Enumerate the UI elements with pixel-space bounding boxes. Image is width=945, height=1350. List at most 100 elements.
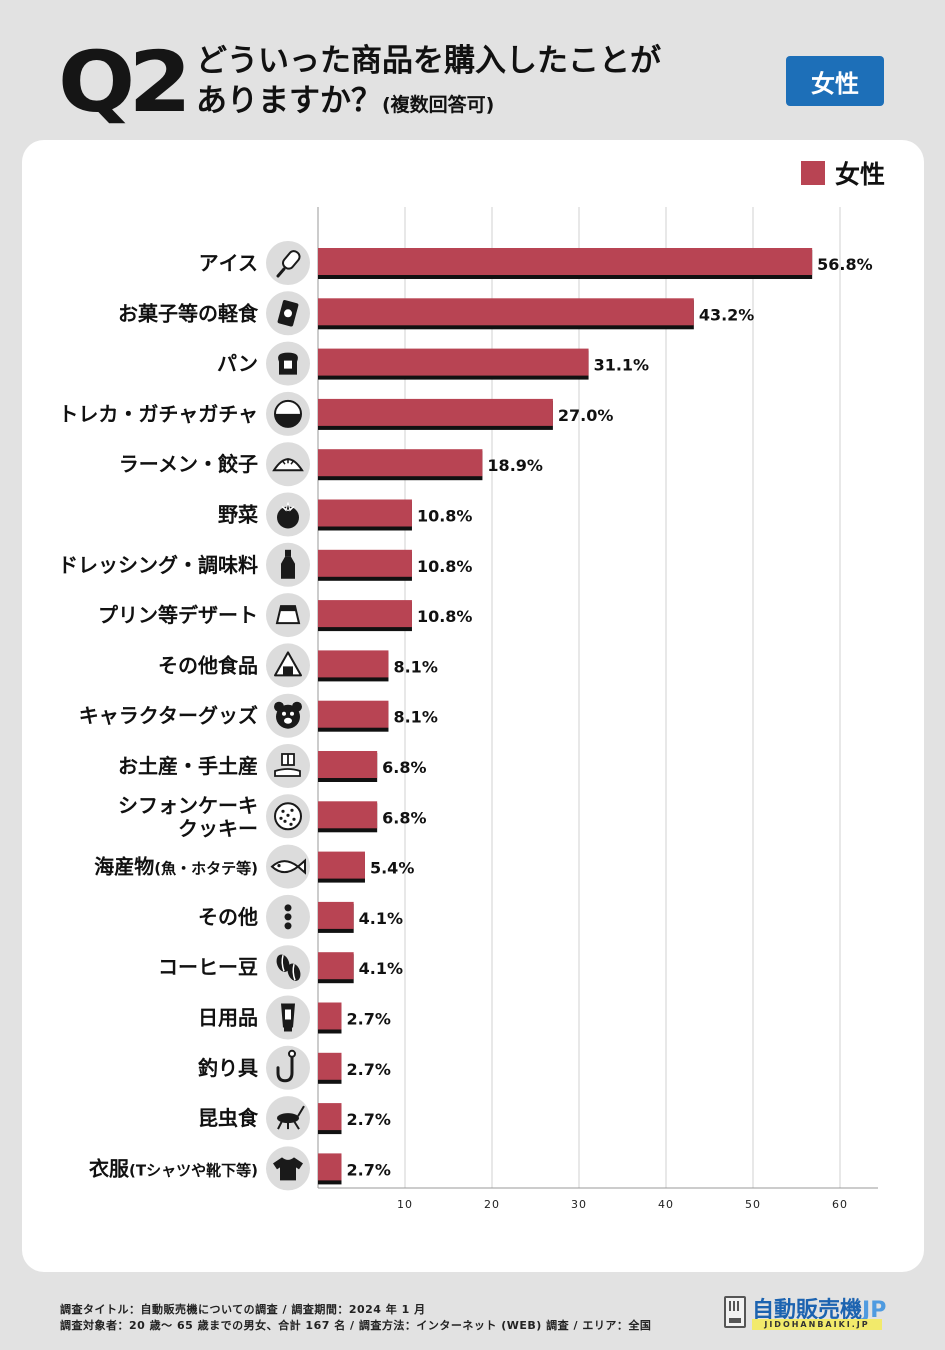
bar [318,851,365,879]
category-label-line2: クッキー [178,816,258,840]
question-text-line1: どういった商品を購入したことが [196,43,661,79]
bar-row: コーヒー豆 4.1% [158,945,403,990]
bar-row: ドレッシング・調味料 10.8% [58,542,473,587]
value-label: 10.8% [417,607,473,626]
bar [318,801,378,829]
category-label-note: (Tシャツや靴下等) [129,1161,258,1179]
x-tick-label: 40 [658,1198,674,1211]
bar-row: お土産・手土産 6.8% [118,744,427,788]
question-note: (複数回答可) [382,94,495,116]
bar [318,600,412,628]
value-label: 4.1% [359,959,403,978]
bar-row: 日用品 2.7% [198,995,391,1040]
rice-ball-icon [266,643,310,688]
brand-url: JIDOHANBAIKI.JP [752,1319,882,1330]
x-tick-label: 20 [484,1198,500,1211]
x-tick-label: 60 [832,1198,848,1211]
bar [318,549,412,577]
bar [318,1052,342,1080]
footer-line-1: 調査タイトル：自動販売機についての調査 / 調査期間：2024 年 1 月 [60,1303,426,1316]
value-label: 2.7% [346,1110,390,1129]
bar-row: お菓子等の軽食 43.2% [118,291,755,336]
question-text-line2: ありますか？(複数回答可) [196,83,495,120]
bear-icon [266,693,310,738]
category-label-note: (魚・ホタテ等) [154,860,258,878]
category-label-main: 海産物 [94,855,154,879]
chart-legend: 女性 [801,156,885,190]
brand-name-suffix: JP [862,1298,887,1323]
category-label: ドレッシング・調味料 [58,553,258,577]
value-label: 27.0% [558,406,614,425]
x-tick-label: 50 [745,1198,761,1211]
category-label: キャラクターグッズ [79,704,258,728]
x-tick-label: 10 [397,1198,413,1211]
bar-row: トレカ・ガチャガチャ 27.0% [58,391,614,436]
category-label: お土産・手土産 [118,754,258,778]
cookie-icon [266,794,310,839]
bar-row: キャラクターグッズ 8.1% [79,693,438,738]
bar [318,700,389,728]
brand-logo: 自動販売機JP JIDOHANBAIKI.JP [724,1294,894,1334]
value-label: 43.2% [699,305,755,324]
gift-hand-icon [266,744,310,788]
bar [318,952,354,980]
value-label: 18.9% [487,456,543,475]
bar-row: 昆虫食 2.7% [198,1096,391,1141]
bar [318,248,813,275]
value-label: 6.8% [382,808,426,827]
legend-label: 女性 [835,160,886,189]
value-label: 56.8% [817,255,873,274]
pudding-icon [266,593,310,638]
category-label-main: 衣服 [89,1156,130,1180]
bar-row: その他食品 8.1% [158,643,438,688]
category-label: 日用品 [198,1006,258,1030]
value-label: 5.4% [370,859,414,878]
bar-row: 野菜 10.8% [218,492,473,537]
brand-name: 自動販売機JP [752,1292,886,1324]
category-label: 野菜 [218,503,258,527]
value-label: 2.7% [346,1060,390,1079]
dumpling-icon [266,442,310,487]
bar-row: プリン等デザート 10.8% [98,593,473,638]
category-label: ラーメン・餃子 [119,452,258,476]
value-label: 31.1% [594,356,650,375]
category-label: お菓子等の軽食 [118,301,259,325]
footer-line-2: 調査対象者：20 歳～ 65 歳までの男女、合計 167 名 / 調査方法：イン… [60,1319,652,1332]
bar-row: アイス 56.8% [199,241,873,285]
value-label: 8.1% [393,708,437,727]
bar [318,751,378,778]
bar [318,449,483,477]
bar [318,650,389,678]
bar-row: パン 31.1% [217,341,650,386]
bread-icon [266,341,310,386]
bar-row: ラーメン・餃子 18.9% [119,442,543,487]
value-label: 8.1% [393,657,437,676]
bar [318,1103,342,1131]
fish-icon [266,844,310,889]
brand-name-main: 自動販売機 [752,1298,863,1323]
bar [318,499,412,527]
category-label: プリン等デザート [98,603,258,627]
bar [318,348,589,376]
question-number: Q2 [58,33,192,131]
cricket-icon [266,1096,310,1141]
category-label: 衣服(Tシャツや靴下等) [89,1156,258,1180]
survey-footer: 調査タイトル：自動販売機についての調査 / 調査期間：2024 年 1 月 調査… [60,1302,651,1334]
bar [318,901,354,929]
tshirt-icon [266,1146,310,1191]
bar [318,1002,342,1030]
coffee-beans-icon [266,945,310,990]
bar [318,298,694,326]
bar-row: その他 4.1% [198,894,403,939]
more-dots-icon [266,894,310,939]
category-label: その他食品 [158,653,258,677]
bar-row: 釣り具 2.7% [198,1045,391,1090]
value-label: 2.7% [346,1160,390,1179]
value-label: 10.8% [417,557,473,576]
bar-row: 衣服(Tシャツや靴下等) 2.7% [89,1146,391,1191]
category-label: コーヒー豆 [158,955,258,979]
value-label: 10.8% [417,507,473,526]
snack-bag-icon [266,291,310,336]
capsule-toy-icon [266,391,310,436]
x-tick-label: 30 [571,1198,587,1211]
